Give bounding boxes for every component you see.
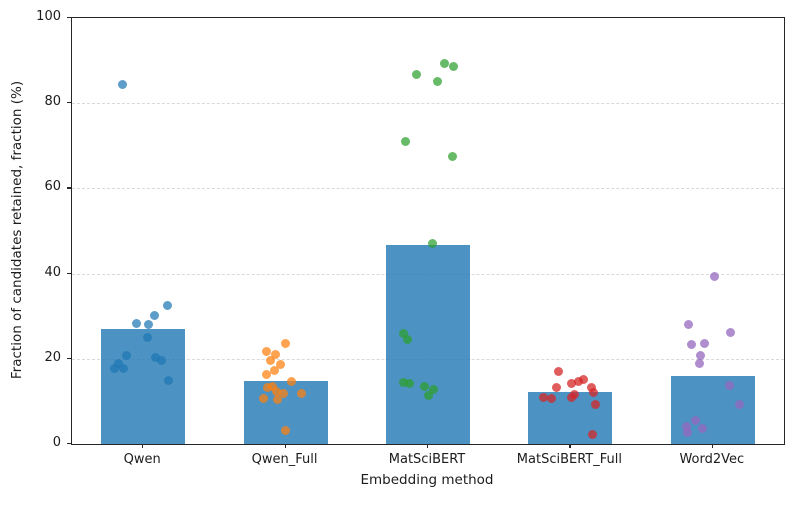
scatter-point: [398, 378, 408, 388]
y-tick-label-20: 20: [44, 349, 61, 365]
scatter-point: [553, 366, 563, 376]
y-tick-mark: [67, 443, 71, 445]
scatter-point: [287, 377, 297, 387]
scatter-point: [427, 238, 437, 248]
scatter-point: [279, 389, 289, 399]
y-tick-mark: [67, 17, 71, 19]
scatter-point: [551, 383, 561, 393]
x-tick-label-Qwen: Qwen: [123, 452, 161, 467]
x-tick-label-MatSciBERT: MatSciBERT: [388, 452, 466, 467]
y-tick-label-0: 0: [52, 435, 61, 450]
scatter-point: [276, 359, 286, 369]
scatter-point: [687, 339, 697, 349]
scatter-point: [700, 339, 710, 349]
scatter-point: [163, 376, 173, 386]
scatter-point: [143, 320, 153, 330]
y-tick-label-100: 100: [36, 9, 61, 24]
y-tick-mark: [67, 272, 71, 274]
scatter-point: [131, 319, 141, 329]
scatter-point: [262, 346, 272, 356]
x-tick-label-MatSciBERT_Full: MatSciBERT_Full: [516, 452, 622, 467]
scatter-point: [149, 310, 159, 320]
scatter-point: [263, 383, 273, 393]
scatter-point: [725, 380, 735, 390]
scatter-point: [156, 356, 166, 366]
y-tick-mark: [67, 357, 71, 360]
scatter-point: [735, 400, 745, 410]
scatter-point: [281, 339, 291, 349]
scatter-point: [546, 393, 556, 403]
scatter-point: [691, 415, 701, 425]
y-tick-label-40: 40: [44, 264, 61, 280]
scatter-point: [586, 383, 596, 393]
x-tick-mark: [284, 444, 286, 448]
x-tick-mark: [142, 444, 144, 448]
scatter-point: [683, 427, 693, 437]
scatter-point: [117, 80, 127, 90]
y-tick-label-60: 60: [44, 179, 61, 195]
scatter-point: [270, 365, 280, 375]
scatter-point: [398, 329, 408, 339]
scatter-point: [272, 386, 282, 396]
scatter-point: [695, 358, 705, 368]
scatter-point: [400, 137, 410, 147]
gridline-60: [72, 188, 784, 190]
x-tick-mark: [711, 444, 714, 448]
scatter-point: [698, 423, 708, 433]
y-tick-mark: [67, 187, 71, 189]
scatter-point: [109, 364, 119, 374]
scatter-point: [684, 319, 694, 329]
x-axis-label: Embedding method: [360, 472, 494, 488]
bar-MatSciBERT: [386, 245, 470, 444]
scatter-point: [448, 62, 458, 72]
x-tick-label-Word2Vec: Word2Vec: [679, 452, 745, 467]
scatter-point: [121, 350, 131, 360]
x-tick-mark: [427, 444, 429, 448]
scatter-point: [162, 301, 172, 311]
scatter-point: [710, 272, 720, 282]
scatter-point: [271, 350, 281, 360]
scatter-point: [447, 151, 457, 161]
plot-area: [71, 17, 785, 445]
scatter-point: [268, 382, 278, 392]
scatter-point: [588, 388, 598, 398]
scatter-point: [696, 351, 706, 361]
y-axis-label: Fraction of candidates retained, fractio…: [9, 80, 25, 380]
scatter-point: [566, 392, 576, 402]
bar-Qwen: [101, 328, 186, 444]
scatter-point: [113, 358, 123, 368]
scatter-point: [297, 389, 307, 399]
y-tick-label-80: 80: [44, 94, 61, 110]
x-tick-mark: [569, 444, 571, 448]
scatter-point: [273, 394, 283, 404]
x-tick-label-Qwen_Full: Qwen_Full: [251, 452, 318, 467]
scatter-point: [590, 399, 600, 409]
scatter-point: [726, 328, 736, 338]
scatter-point: [682, 421, 692, 431]
scatter-point: [432, 77, 442, 87]
scatter-point: [142, 333, 152, 342]
scatter-point: [402, 334, 412, 344]
scatter-point: [578, 374, 588, 384]
scatter-point: [259, 393, 269, 403]
scatter-point: [439, 58, 449, 68]
scatter-point: [262, 369, 272, 379]
scatter-point: [118, 363, 128, 373]
scatter-point: [266, 356, 276, 365]
scatter-point: [428, 384, 438, 394]
scatter-point: [423, 391, 433, 401]
scatter-point: [419, 381, 429, 391]
scatter-point: [411, 70, 421, 80]
scatter-point: [573, 377, 583, 387]
scatter-point: [404, 379, 414, 389]
scatter-point: [566, 379, 576, 388]
scatter-point: [281, 426, 291, 436]
y-tick-mark: [67, 102, 71, 104]
scatter-point: [150, 352, 160, 362]
scatter-point: [587, 429, 597, 439]
gridline-80: [72, 103, 784, 105]
scatter-point: [538, 393, 548, 403]
